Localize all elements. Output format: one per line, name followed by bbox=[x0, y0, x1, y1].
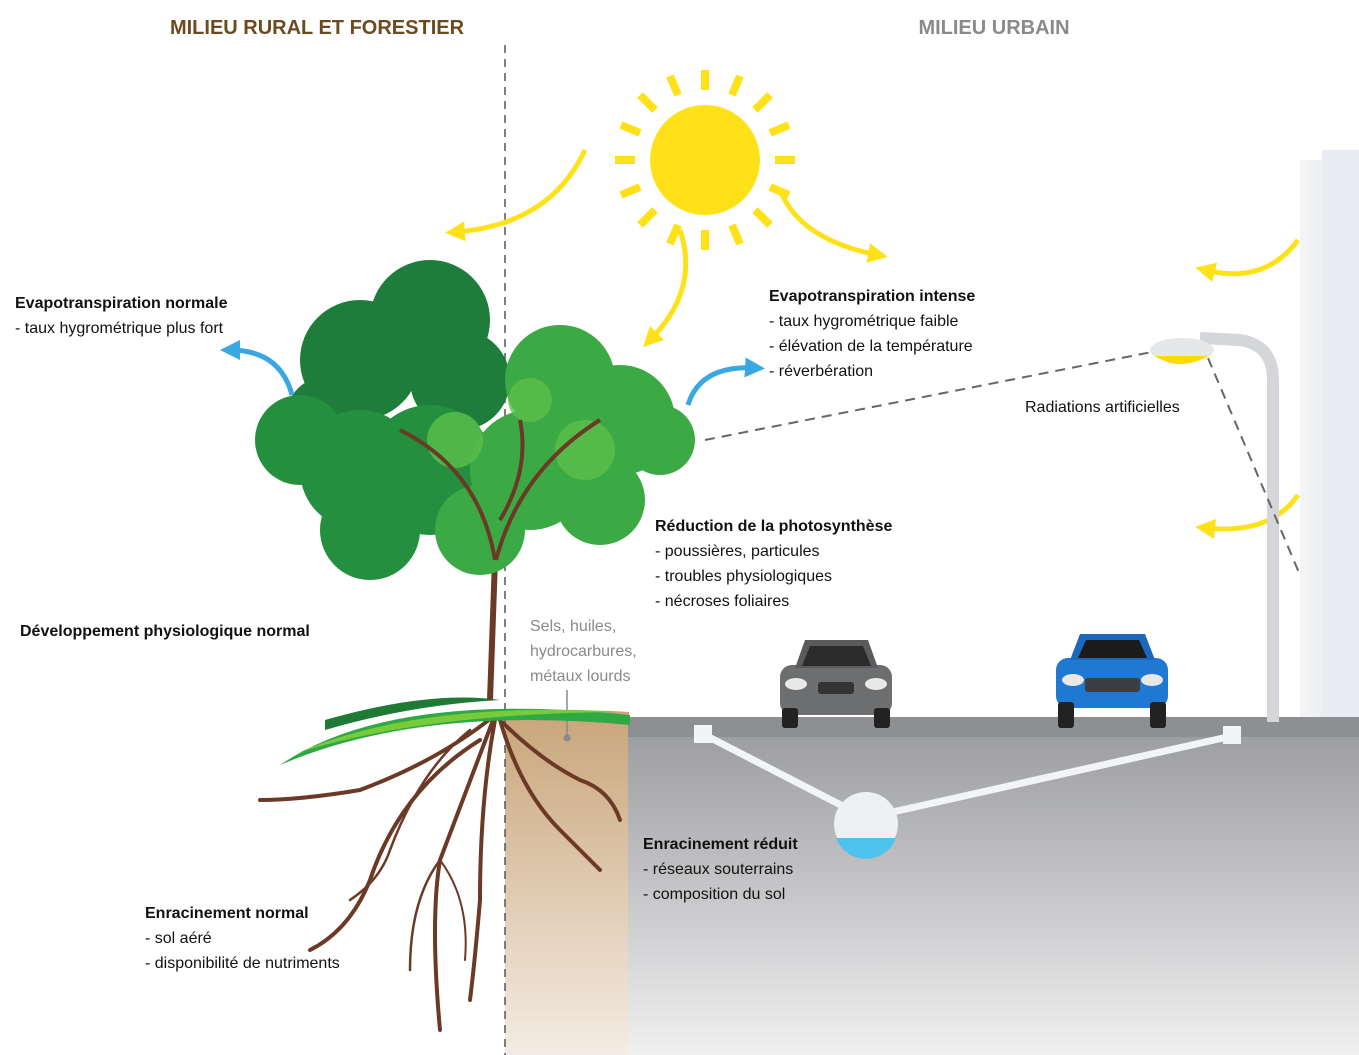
car bbox=[780, 640, 892, 728]
pointer bbox=[564, 735, 571, 742]
pollutant: Sels, huiles, bbox=[530, 618, 616, 635]
annotation-item: - nécroses foliaires bbox=[655, 593, 789, 610]
annotation-item: - troubles physiologiques bbox=[655, 568, 832, 585]
annotation-title: Evapotranspiration normale bbox=[15, 295, 228, 312]
annotation-item: - taux hygrométrique plus fort bbox=[15, 320, 224, 337]
annotation-item: - disponibilité de nutriments bbox=[145, 955, 340, 972]
pollutant: hydrocarbures, bbox=[530, 643, 637, 660]
annotation-item: - élévation de la température bbox=[769, 338, 973, 355]
label: Radiations artificielles bbox=[1025, 399, 1180, 416]
soil bbox=[505, 712, 629, 1055]
sun bbox=[615, 70, 795, 250]
annotation-item: - sol aéré bbox=[145, 930, 212, 947]
annotation-item: - réseaux souterrains bbox=[643, 861, 793, 878]
annotation-title: Réduction de la photosynthèse bbox=[655, 518, 892, 535]
annotation-item: - réverbération bbox=[769, 363, 873, 380]
pollutant: métaux lourds bbox=[530, 668, 631, 685]
heading: MILIEU URBAIN bbox=[918, 17, 1069, 39]
annotation-title: Enracinement réduit bbox=[643, 836, 798, 853]
annotation-item: - poussières, particules bbox=[655, 543, 820, 560]
annotation-item: - taux hygrométrique faible bbox=[769, 313, 959, 330]
annotation-item: - composition du sol bbox=[643, 886, 785, 903]
annotation-title: Evapotranspiration intense bbox=[769, 288, 975, 305]
radiation-lines bbox=[705, 352, 1300, 575]
road bbox=[628, 717, 1359, 737]
annotation-title: Développement physiologique normal bbox=[20, 623, 310, 640]
pollutants: Sels, huiles, hydrocarbures, métaux lourds bbox=[530, 618, 637, 685]
building bbox=[1322, 150, 1359, 720]
diagram: MILIEU RURAL ET FORESTIER MILIEU URBAIN … bbox=[0, 0, 1359, 1055]
tree bbox=[255, 260, 695, 700]
car bbox=[1056, 634, 1168, 728]
heading: MILIEU RURAL ET FORESTIER bbox=[170, 17, 465, 39]
annotation-title: Enracinement normal bbox=[145, 905, 309, 922]
